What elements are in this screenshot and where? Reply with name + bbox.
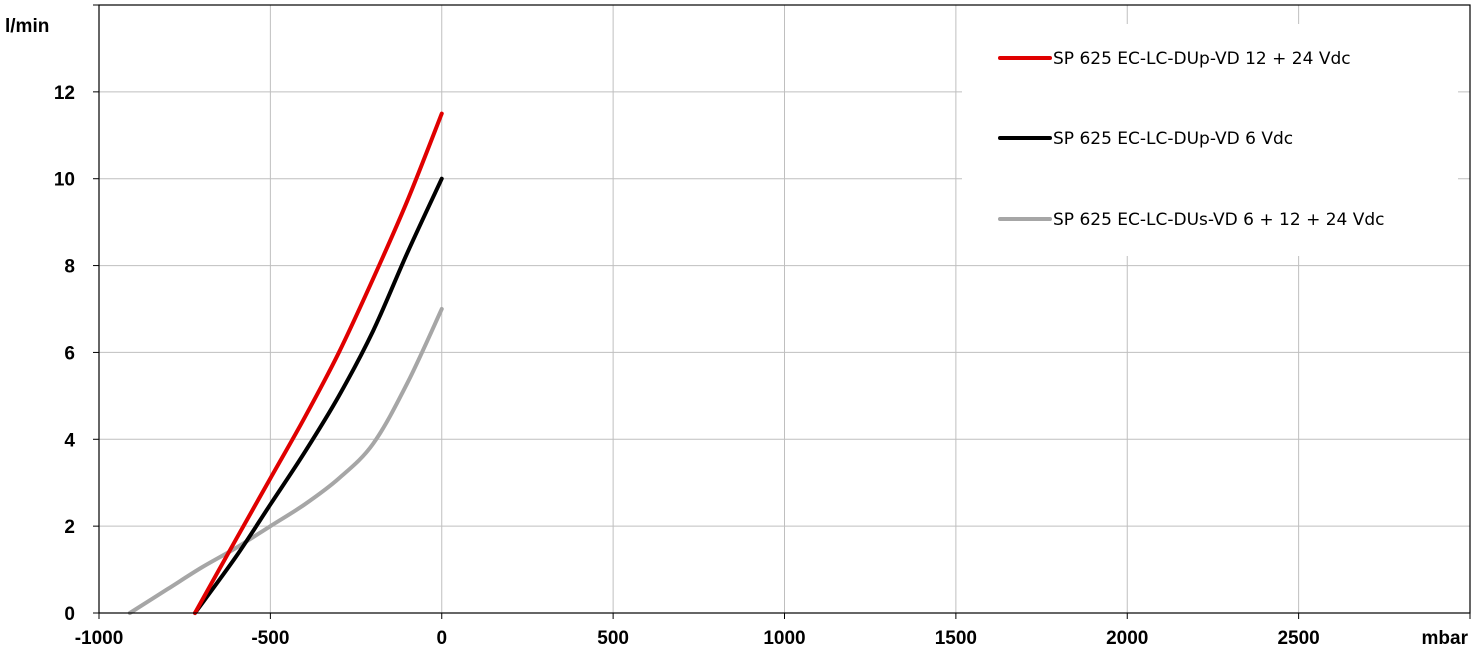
series-line bbox=[192, 176, 444, 615]
x-tick-label: 1500 bbox=[935, 628, 977, 649]
y-tick-label: 2 bbox=[64, 517, 75, 538]
legend-label: SP 625 EC-LC-DUp-VD 6 Vdc bbox=[1053, 129, 1293, 149]
series-line bbox=[127, 307, 444, 615]
y-tick-label: 10 bbox=[54, 170, 75, 191]
x-tick-label: -500 bbox=[251, 628, 289, 649]
x-tick-label: -1000 bbox=[75, 628, 124, 649]
legend: SP 625 EC-LC-DUp-VD 12 + 24 Vdc SP 625 EC… bbox=[998, 49, 1385, 230]
x-tick-label: 0 bbox=[436, 628, 447, 649]
x-tick-label: 2500 bbox=[1277, 628, 1319, 649]
y-tick-label: 0 bbox=[64, 604, 75, 625]
y-tick-label: 12 bbox=[54, 83, 75, 104]
y-axis-label: l/min bbox=[5, 16, 49, 37]
x-tick-label: 1000 bbox=[763, 628, 805, 649]
x-axis-label: mbar bbox=[1422, 628, 1469, 649]
y-tick-label: 6 bbox=[64, 343, 75, 364]
series-line bbox=[192, 111, 444, 615]
x-tick-label: 500 bbox=[597, 628, 629, 649]
x-tick-label: 2000 bbox=[1106, 628, 1148, 649]
axes: -1000 -500 0 500 1000 1500 2000 2500 0 2 4 6 8 10 12 bbox=[54, 4, 1471, 649]
y-tick-label: 4 bbox=[64, 430, 75, 451]
y-tick-label: 8 bbox=[64, 257, 75, 278]
series-lines bbox=[127, 111, 444, 615]
legend-label: SP 625 EC-LC-DUs-VD 6 + 12 + 24 Vdc bbox=[1053, 210, 1385, 230]
legend-label: SP 625 EC-LC-DUp-VD 12 + 24 Vdc bbox=[1053, 49, 1351, 69]
